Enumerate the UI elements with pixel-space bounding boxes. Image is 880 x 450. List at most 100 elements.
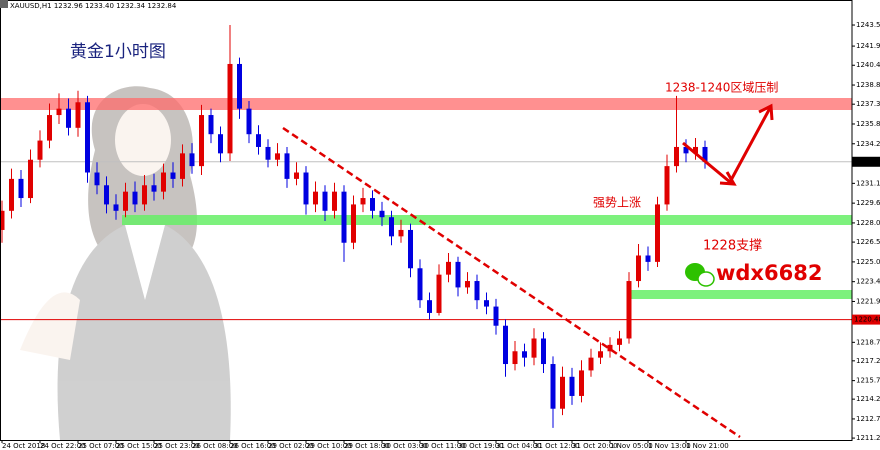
candle-body (246, 108, 252, 135)
y-tick-label: 1240.40 (856, 61, 880, 69)
candle-body (275, 153, 280, 160)
price-label: 1232.84 (854, 158, 880, 166)
y-tick-label: 1221.90 (856, 297, 880, 305)
candle-body (227, 63, 233, 154)
portrait-face (115, 104, 171, 176)
chart-title: 黄金1小时图 (70, 42, 166, 62)
candle-body (674, 146, 679, 167)
wechat-bubble (697, 271, 715, 287)
x-tick-label: 31 Oct 20:00 (572, 442, 618, 450)
candle-body (189, 153, 195, 167)
candle-body (180, 153, 185, 179)
price-label: 1220.48 (854, 316, 880, 324)
x-tick-label: 24 Oct 2018 (2, 442, 45, 450)
y-tick-label: 1223.45 (856, 278, 880, 286)
candle-body (522, 351, 527, 358)
candle-body (579, 370, 584, 396)
candle-body (360, 198, 366, 205)
candle-body (493, 306, 499, 326)
portrait-body (57, 225, 231, 440)
candle-body (398, 229, 404, 237)
y-tick-label: 1237.35 (856, 100, 880, 108)
candle-body (142, 185, 147, 205)
candle-body (598, 351, 603, 358)
candle-body (636, 255, 641, 282)
candle-body (56, 108, 62, 116)
candle-body (655, 204, 660, 262)
candle-body (332, 191, 337, 211)
portrait-collar (125, 225, 165, 300)
candle-body (47, 115, 52, 141)
candle-body (170, 172, 176, 179)
candle-body (85, 102, 90, 173)
candle-body (18, 178, 24, 199)
y-tick-label: 1215.70 (856, 377, 880, 385)
x-tick-label: 1 Nov 21:00 (686, 442, 729, 450)
annotation: wdx6682 (716, 261, 822, 285)
x-tick-label: 31 Oct 04:00 (496, 442, 542, 450)
candle-body (123, 191, 128, 211)
candle-body (265, 146, 271, 160)
y-tick-label: 1241.90 (856, 42, 880, 50)
candle-body (389, 217, 394, 237)
candle-body (664, 166, 670, 205)
arrow-head (758, 103, 774, 121)
x-tick-label: 31 Oct 12:00 (534, 442, 580, 450)
candle-body (199, 115, 204, 167)
candle-body (588, 357, 594, 371)
wechat-icon (685, 263, 715, 287)
candle-body (408, 229, 413, 269)
candle-body (693, 146, 698, 154)
candle-body (237, 63, 242, 109)
candle-body (702, 146, 708, 162)
price-label-box (852, 314, 880, 325)
candle-body (531, 338, 537, 358)
candle-body (417, 268, 423, 301)
candle-body (256, 134, 261, 147)
x-tick-label: 24 Oct 22:00 (40, 442, 86, 450)
x-tick-label: 30 Oct 11:00 (420, 442, 466, 450)
candle-body (104, 185, 109, 205)
candle-body (218, 134, 223, 154)
plot-frame (0, 0, 853, 441)
y-tick-label: 1228.05 (856, 219, 880, 227)
candle-body (617, 338, 622, 345)
candle-body (503, 325, 508, 365)
x-tick-label: 25 Oct 07:00 (78, 442, 124, 450)
chart-header: XAUUSD,H1 1232.96 1233.40 1232.34 1232.8… (10, 2, 177, 10)
candle-body (512, 351, 518, 365)
candle-body (284, 153, 290, 179)
candle-body (132, 191, 138, 205)
candle-body (313, 191, 318, 205)
y-tick-label: 1225.00 (856, 258, 880, 266)
candle-body (626, 281, 632, 339)
y-tick-label: 1212.70 (856, 415, 880, 423)
y-tick-label: 1235.80 (856, 120, 880, 128)
candle-body (341, 191, 347, 243)
y-tick-label: 1231.15 (856, 179, 880, 187)
candle-body (37, 140, 43, 160)
x-tick-label: 30 Oct 19:00 (458, 442, 504, 450)
arrow-head (719, 171, 737, 186)
x-tick-label: 26 Oct 08:00 (192, 442, 238, 450)
y-tick-label: 1217.25 (856, 357, 880, 365)
y-tick-label: 1234.25 (856, 140, 880, 148)
candle-body (550, 364, 556, 409)
candle-body (474, 281, 480, 301)
candle-body (379, 210, 385, 218)
candle-body (161, 172, 166, 192)
x-tick-label: 29 Oct 02:00 (268, 442, 314, 450)
y-tick-label: 1214.25 (856, 395, 880, 403)
annotation: 强势上涨 (593, 195, 641, 210)
price-label-box (852, 156, 880, 167)
y-tick-label: 1226.55 (856, 238, 880, 246)
y-tick-label: 1243.55 (856, 21, 880, 29)
y-tick-label: 1238.85 (856, 81, 880, 89)
x-tick-label: 25 Oct 23:00 (154, 442, 200, 450)
portrait-hand (20, 292, 80, 360)
resistance-zone (0, 98, 852, 110)
candle-body (645, 255, 651, 262)
candle-body (436, 274, 442, 313)
annotation: 1238-1240区域压制 (665, 81, 778, 95)
